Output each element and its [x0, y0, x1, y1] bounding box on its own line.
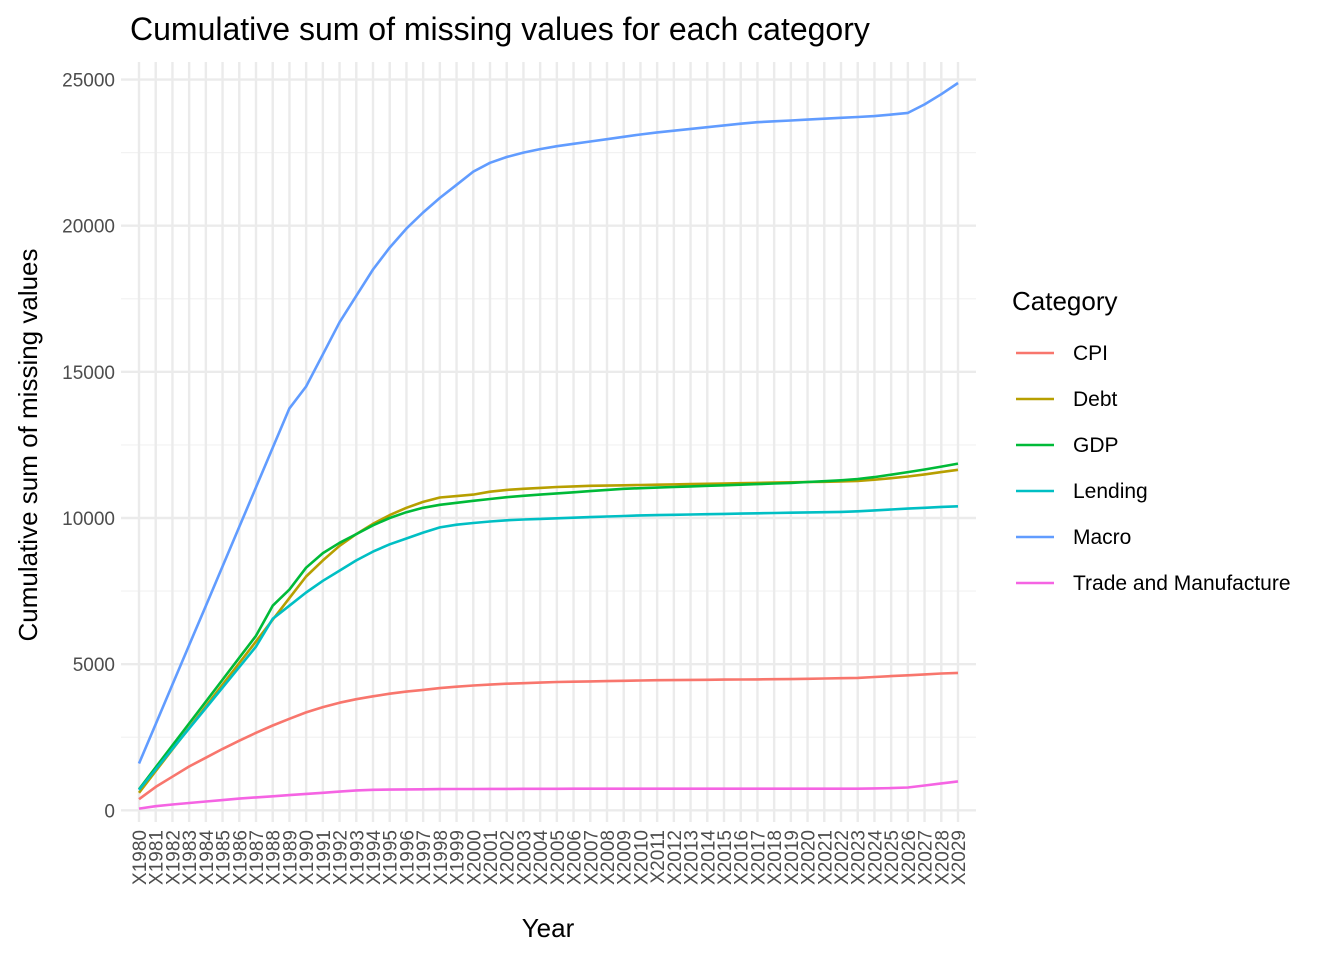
- x-tick-label: X1988: [264, 830, 285, 885]
- x-tick-label: X1999: [448, 830, 469, 885]
- x-tick-label: X2027: [916, 830, 937, 885]
- x-tick-label: X2015: [715, 830, 736, 885]
- x-tick-labels: X1980X1981X1982X1983X1984X1985X1986X1987…: [130, 830, 970, 885]
- y-tick-label: 0: [104, 801, 115, 822]
- x-tick-label: X2006: [565, 830, 586, 885]
- x-tick-label: X1982: [163, 830, 184, 885]
- x-tick-label: X1992: [331, 830, 352, 885]
- x-tick-label: X2012: [665, 830, 686, 885]
- legend-label: Lending: [1073, 480, 1148, 503]
- x-tick-label: X1994: [364, 830, 385, 885]
- y-tick-labels: 0 5000 10000 15000 20000 25000: [62, 71, 115, 823]
- x-tick-label: X2004: [531, 830, 552, 885]
- x-tick-label: X2018: [765, 830, 786, 885]
- x-axis-title: Year: [522, 913, 575, 943]
- x-tick-label: X1993: [347, 830, 368, 885]
- x-tick-label: X2008: [598, 830, 619, 885]
- x-tick-label: X1980: [130, 830, 151, 885]
- x-tick-label: X1997: [414, 830, 435, 885]
- x-tick-label: X2021: [815, 830, 836, 885]
- y-tick-label: 20000: [62, 217, 115, 238]
- x-tick-label: X2002: [498, 830, 519, 885]
- y-tick-label: 25000: [62, 71, 115, 92]
- series-line-trade-and-manufacture: [138, 780, 959, 810]
- series-line-macro: [137, 81, 959, 765]
- x-tick-label: X2000: [464, 830, 485, 885]
- x-tick-label: X2010: [631, 830, 652, 885]
- legend-title: Category: [1012, 286, 1118, 316]
- series-lines: [137, 81, 959, 810]
- y-axis-title: Cumulative sum of missing values: [13, 248, 43, 641]
- x-tick-label: X2007: [581, 830, 602, 885]
- x-tick-label: X2001: [481, 830, 502, 885]
- x-tick-label: X2024: [865, 830, 886, 885]
- x-tick-label: X2013: [682, 830, 703, 885]
- legend-label: Trade and Manufacture: [1073, 572, 1291, 595]
- x-tick-label: X1984: [197, 830, 218, 885]
- x-tick-label: X2028: [932, 830, 953, 885]
- x-tick-label: X2029: [949, 830, 970, 885]
- x-tick-label: X1985: [214, 830, 235, 885]
- legend-label: CPI: [1073, 342, 1108, 365]
- x-tick-label: X2026: [899, 830, 920, 885]
- y-tick-label: 5000: [73, 655, 115, 676]
- x-tick-label: X2011: [648, 830, 669, 884]
- y-tick-label: 15000: [62, 363, 115, 384]
- x-tick-label: X2025: [882, 830, 903, 885]
- x-tick-label: X2009: [615, 830, 636, 885]
- chart-title: Cumulative sum of missing values for eac…: [130, 11, 870, 47]
- x-tick-label: X1986: [230, 830, 251, 885]
- series-line-gdp: [137, 462, 959, 791]
- x-tick-label: X2022: [832, 830, 853, 885]
- grid: [121, 62, 976, 822]
- x-tick-label: X1983: [180, 830, 201, 885]
- x-tick-label: X2003: [514, 830, 535, 885]
- x-tick-label: X1991: [314, 830, 335, 885]
- x-tick-label: X2005: [548, 830, 569, 885]
- series-line-cpi: [138, 671, 959, 801]
- x-tick-label: X1996: [397, 830, 418, 885]
- x-tick-label: X2020: [799, 830, 820, 885]
- x-tick-label: X1981: [147, 830, 168, 885]
- x-tick-label: X1987: [247, 830, 268, 885]
- legend-label: GDP: [1073, 434, 1119, 457]
- x-tick-label: X1990: [297, 830, 318, 885]
- legend-label: Debt: [1073, 388, 1118, 411]
- x-tick-label: X2023: [849, 830, 870, 885]
- series-line-lending: [137, 505, 959, 791]
- x-tick-label: X1995: [381, 830, 402, 885]
- x-tick-label: X2016: [732, 830, 753, 885]
- x-tick-label: X1989: [280, 830, 301, 885]
- x-tick-label: X2019: [782, 830, 803, 885]
- x-tick-label: X1998: [431, 830, 452, 885]
- x-tick-label: X2014: [698, 830, 719, 885]
- legend: Category CPI Debt GDP Lending Macro Trade and…: [1012, 286, 1291, 595]
- legend-label: Macro: [1073, 526, 1131, 549]
- x-tick-label: X2017: [748, 830, 769, 885]
- y-tick-label: 10000: [62, 509, 115, 530]
